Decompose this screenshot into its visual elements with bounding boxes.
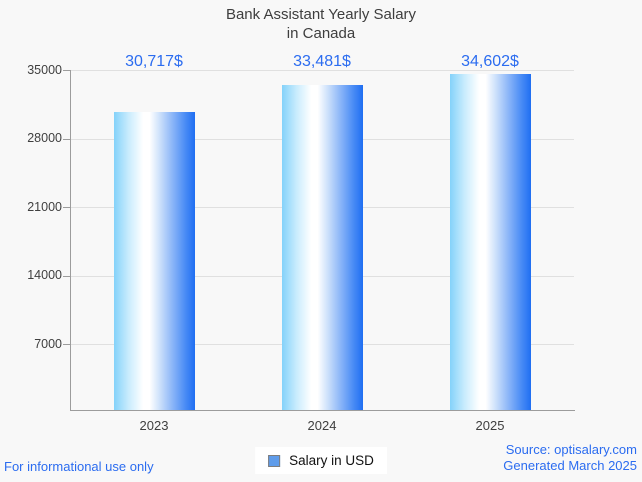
- legend-marker-icon: [268, 454, 281, 467]
- y-axis-tick: [63, 344, 70, 345]
- x-axis-line: [70, 410, 575, 411]
- y-axis-tick-label: 21000: [27, 199, 62, 214]
- y-axis-tick: [63, 275, 70, 277]
- y-axis-tick: [63, 207, 70, 208]
- y-axis-tick: [63, 70, 70, 71]
- chart-title-line2: in Canada: [286, 25, 356, 42]
- bar-value-label: 33,481$: [293, 53, 351, 70]
- bar-value-label: 34,602$: [461, 53, 519, 70]
- legend-label: Salary in USD: [289, 453, 374, 468]
- bar-2023: [113, 111, 195, 410]
- y-axis-tick: [63, 138, 70, 140]
- source-text: Source: optisalary.com: [505, 442, 637, 457]
- generated-text: Generated March 2025: [503, 458, 637, 473]
- legend: Salary in USD: [255, 447, 387, 474]
- x-axis-tick-label: 2024: [307, 418, 337, 433]
- y-axis-line: [70, 70, 71, 410]
- chart-title-line1: Bank Assistant Yearly Salary: [225, 6, 417, 23]
- y-axis-tick-label: 7000: [34, 336, 62, 351]
- x-axis-tick-label: 2025: [475, 418, 505, 433]
- y-axis-tick-label: 35000: [27, 62, 62, 77]
- bar-value-label: 30,717$: [125, 53, 183, 70]
- chart-title: Bank Assistant Yearly Salary in Canada: [0, 5, 642, 43]
- y-axis-tick-label: 14000: [27, 268, 62, 282]
- x-axis-tick-label: 2023: [139, 418, 169, 433]
- y-axis-tick-label: 28000: [27, 131, 62, 145]
- bar-2025: [449, 73, 531, 410]
- source-attribution: Source: optisalary.com Generated March 2…: [503, 442, 637, 474]
- disclaimer-text: For informational use only: [4, 459, 154, 474]
- bar-2024: [281, 84, 363, 410]
- gridline: [70, 70, 574, 71]
